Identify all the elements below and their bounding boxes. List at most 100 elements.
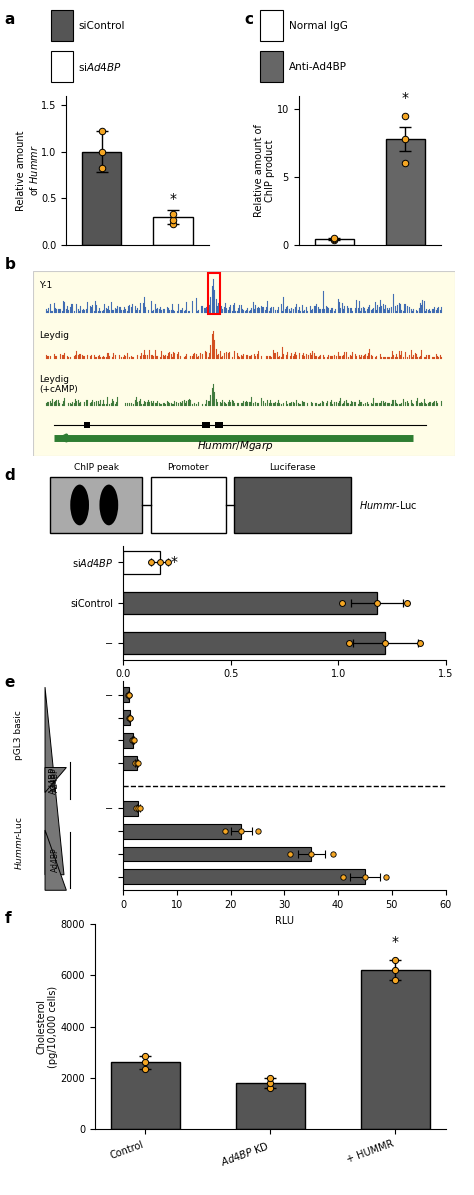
Point bbox=[98, 159, 106, 178]
Ellipse shape bbox=[70, 484, 89, 526]
Text: *: * bbox=[402, 91, 409, 105]
Point bbox=[126, 685, 133, 704]
Point bbox=[132, 799, 140, 819]
Point bbox=[147, 553, 155, 572]
Point bbox=[308, 845, 315, 864]
Point bbox=[169, 210, 177, 229]
Bar bbox=[123, 869, 365, 884]
Bar bbox=[82, 152, 121, 245]
Text: *: * bbox=[392, 936, 399, 949]
Point bbox=[164, 553, 172, 572]
Bar bbox=[260, 11, 283, 42]
Bar bbox=[123, 551, 160, 574]
Point bbox=[129, 730, 137, 749]
Point bbox=[137, 799, 144, 819]
Point bbox=[373, 594, 381, 612]
Bar bbox=[215, 422, 223, 428]
Text: $\it{Hummr}$-Luc: $\it{Hummr}$-Luc bbox=[359, 500, 418, 511]
Bar bbox=[236, 1083, 305, 1129]
Bar bbox=[361, 970, 429, 1129]
Point bbox=[338, 594, 346, 612]
Point bbox=[98, 142, 106, 161]
Text: $\it{Hummr/Mgarp}$: $\it{Hummr/Mgarp}$ bbox=[197, 439, 274, 453]
Bar bbox=[208, 274, 219, 314]
Point bbox=[361, 868, 369, 887]
X-axis label: RLU: RLU bbox=[275, 915, 294, 926]
Point bbox=[128, 730, 136, 749]
Bar bbox=[386, 139, 425, 245]
Bar bbox=[84, 422, 90, 428]
Bar bbox=[123, 733, 133, 748]
Point bbox=[330, 231, 338, 250]
Text: siControl: siControl bbox=[78, 20, 125, 31]
Point bbox=[124, 685, 132, 704]
Point bbox=[330, 229, 338, 249]
Text: c: c bbox=[244, 12, 253, 27]
Point bbox=[401, 106, 409, 125]
Point bbox=[340, 868, 347, 887]
Text: *: * bbox=[171, 556, 178, 569]
Point bbox=[169, 204, 177, 223]
Point bbox=[401, 129, 409, 148]
Bar bbox=[315, 239, 354, 245]
Text: *: * bbox=[170, 191, 176, 206]
Bar bbox=[123, 801, 138, 816]
Bar bbox=[123, 846, 311, 862]
Bar bbox=[123, 632, 385, 655]
Bar bbox=[202, 422, 210, 428]
Point bbox=[221, 822, 229, 841]
Bar bbox=[111, 1062, 180, 1129]
Point bbox=[266, 1073, 274, 1092]
Point bbox=[130, 730, 138, 749]
Point bbox=[266, 1068, 274, 1087]
Bar bbox=[123, 592, 377, 614]
Point bbox=[401, 154, 409, 173]
Point bbox=[286, 845, 293, 864]
Text: Ad4BP: Ad4BP bbox=[51, 847, 60, 872]
Ellipse shape bbox=[100, 484, 118, 526]
Y-axis label: Relative amount of
ChIP product: Relative amount of ChIP product bbox=[254, 124, 275, 216]
Text: Leydig: Leydig bbox=[39, 331, 70, 339]
Point bbox=[237, 822, 245, 841]
Y-axis label: Relative amount
of $\it{Hummr}$: Relative amount of $\it{Hummr}$ bbox=[16, 130, 40, 210]
Point bbox=[383, 868, 390, 887]
Point bbox=[125, 685, 132, 704]
Bar bbox=[260, 51, 283, 82]
Y-axis label: Cholesterol
(pg/10,000 cells): Cholesterol (pg/10,000 cells) bbox=[36, 986, 58, 1067]
Bar bbox=[234, 477, 351, 533]
Bar bbox=[123, 755, 137, 771]
Text: a: a bbox=[5, 12, 15, 27]
Point bbox=[127, 707, 134, 727]
Text: Leydig
(+cAMP): Leydig (+cAMP) bbox=[39, 375, 78, 394]
Text: si$\it{Ad4BP}$: si$\it{Ad4BP}$ bbox=[78, 61, 122, 73]
Point bbox=[169, 215, 177, 234]
Text: ChIP peak: ChIP peak bbox=[74, 462, 119, 472]
Text: b: b bbox=[5, 257, 16, 272]
Point bbox=[141, 1059, 149, 1078]
Bar bbox=[123, 687, 128, 703]
Point bbox=[133, 753, 140, 772]
Bar bbox=[51, 11, 73, 42]
Point bbox=[392, 961, 399, 980]
Point bbox=[126, 707, 134, 727]
Point bbox=[125, 707, 133, 727]
Bar bbox=[51, 51, 73, 82]
Point bbox=[98, 122, 106, 141]
Bar bbox=[151, 477, 226, 533]
Point bbox=[403, 594, 410, 612]
Point bbox=[416, 633, 424, 652]
Text: pGL3 basic: pGL3 basic bbox=[14, 710, 22, 760]
Text: Promoter: Promoter bbox=[167, 462, 209, 472]
Text: f: f bbox=[5, 911, 11, 926]
Point bbox=[330, 228, 338, 247]
Point bbox=[266, 1079, 274, 1098]
Bar bbox=[50, 477, 142, 533]
Point bbox=[131, 753, 139, 772]
Text: Ad4BP: Ad4BP bbox=[49, 767, 58, 793]
Text: Ad4BP: Ad4BP bbox=[51, 767, 60, 792]
Point bbox=[135, 799, 142, 819]
Bar bbox=[123, 823, 241, 839]
Text: Y-1: Y-1 bbox=[39, 281, 53, 289]
Text: e: e bbox=[5, 675, 15, 691]
Point bbox=[345, 633, 353, 652]
